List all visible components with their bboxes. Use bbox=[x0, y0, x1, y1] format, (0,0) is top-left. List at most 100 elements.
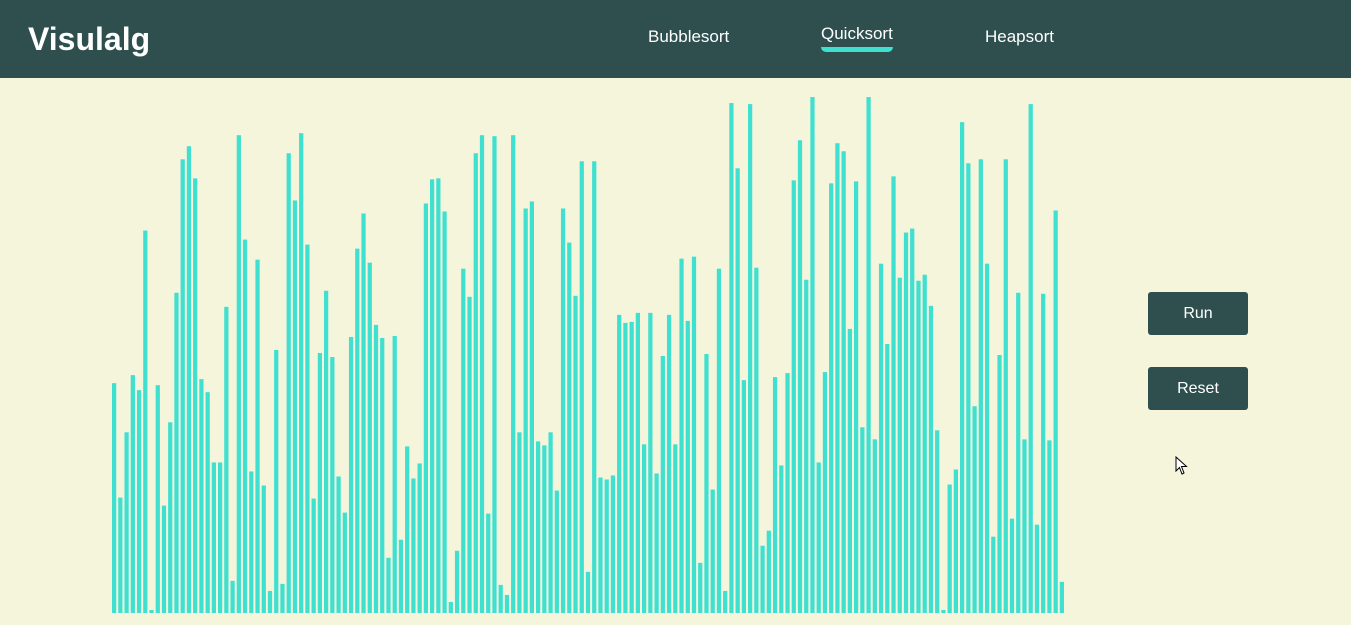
array-bar bbox=[517, 432, 522, 613]
array-bar bbox=[860, 427, 865, 613]
array-bar bbox=[704, 354, 709, 613]
reset-button[interactable]: Reset bbox=[1148, 367, 1248, 410]
array-bar bbox=[242, 239, 248, 613]
array-bar bbox=[679, 258, 684, 613]
array-bar bbox=[355, 248, 360, 613]
array-bar bbox=[804, 279, 809, 613]
array-bar bbox=[1003, 159, 1008, 613]
array-bar bbox=[292, 200, 298, 613]
array-bar bbox=[324, 290, 329, 613]
array-bar bbox=[373, 324, 379, 613]
array-bar bbox=[342, 512, 347, 613]
array-bar bbox=[317, 353, 322, 613]
array-bar bbox=[666, 314, 672, 613]
array-bar bbox=[610, 475, 616, 613]
array-bar bbox=[903, 232, 909, 613]
array-bar bbox=[423, 203, 428, 613]
array-bar bbox=[261, 485, 266, 613]
array-bar bbox=[536, 441, 541, 613]
array-bar bbox=[772, 377, 778, 613]
array-bar bbox=[635, 312, 640, 613]
array-bar bbox=[960, 122, 965, 613]
array-bar bbox=[498, 584, 503, 613]
array-bar bbox=[735, 168, 740, 613]
array-bar bbox=[760, 545, 765, 613]
array-bar bbox=[910, 228, 915, 614]
array-bar bbox=[473, 153, 478, 613]
run-button[interactable]: Run bbox=[1148, 292, 1248, 335]
array-bar bbox=[972, 406, 977, 613]
array-bar bbox=[149, 609, 154, 613]
array-bar bbox=[829, 183, 834, 613]
array-bar bbox=[648, 312, 653, 613]
array-bar bbox=[1041, 293, 1046, 613]
array-bar bbox=[748, 104, 753, 613]
array-bar bbox=[754, 267, 759, 613]
array-bar bbox=[978, 159, 983, 613]
array-bar bbox=[417, 463, 422, 613]
array-bar bbox=[542, 445, 547, 613]
array-bar bbox=[953, 469, 958, 613]
array-bar bbox=[623, 322, 628, 613]
array-bar bbox=[236, 135, 241, 613]
array-bar bbox=[286, 153, 291, 613]
array-bar bbox=[897, 277, 902, 613]
array-bar bbox=[947, 484, 952, 613]
array-bar bbox=[448, 601, 453, 613]
array-bar bbox=[847, 328, 852, 613]
nav-heapsort[interactable]: Heapsort bbox=[985, 27, 1054, 47]
array-bar bbox=[112, 383, 117, 613]
array-bar bbox=[311, 498, 316, 613]
nav-bubblesort[interactable]: Bubblesort bbox=[648, 27, 729, 47]
array-bar bbox=[854, 181, 859, 614]
app-logo[interactable]: Visulalg bbox=[28, 21, 151, 57]
array-bar bbox=[984, 263, 990, 613]
array-bar bbox=[267, 590, 273, 613]
array-bar bbox=[405, 446, 410, 613]
array-bar bbox=[617, 314, 622, 613]
array-bar bbox=[866, 97, 871, 614]
array-bar bbox=[592, 161, 597, 613]
array-bar bbox=[180, 159, 185, 613]
array-bar bbox=[299, 133, 304, 613]
array-bar bbox=[280, 583, 285, 613]
array-bar bbox=[548, 432, 553, 613]
array-bar bbox=[941, 609, 946, 613]
array-bar bbox=[143, 230, 148, 614]
array-bar bbox=[922, 274, 927, 613]
array-bar bbox=[604, 479, 609, 613]
array-bar bbox=[255, 259, 260, 613]
array-bar bbox=[885, 343, 890, 613]
array-bar bbox=[673, 444, 678, 613]
array-bar bbox=[330, 357, 335, 613]
array-bar bbox=[367, 262, 372, 613]
nav-quicksort[interactable]: Quicksort bbox=[821, 24, 893, 52]
array-bar bbox=[1047, 440, 1052, 613]
array-bar bbox=[766, 530, 771, 613]
array-bar bbox=[878, 263, 884, 613]
nav-heapsort-label: Heapsort bbox=[985, 27, 1054, 46]
array-bar bbox=[966, 163, 971, 613]
array-bar bbox=[1059, 581, 1064, 613]
array-bar bbox=[136, 390, 142, 613]
array-bar bbox=[1009, 518, 1015, 613]
array-bar bbox=[585, 571, 591, 613]
array-bar bbox=[710, 489, 715, 613]
array-bar bbox=[511, 135, 516, 613]
array-bar bbox=[642, 444, 647, 613]
array-bar bbox=[361, 213, 366, 614]
array-bar bbox=[461, 268, 466, 613]
array-bar bbox=[698, 562, 703, 613]
array-bar bbox=[729, 103, 734, 613]
array-bar bbox=[928, 305, 934, 613]
array-bar bbox=[1028, 104, 1033, 613]
array-bar bbox=[230, 580, 235, 613]
array-bar bbox=[573, 295, 578, 613]
array-bar bbox=[224, 306, 229, 613]
array-bar bbox=[654, 473, 659, 613]
array-bar bbox=[554, 490, 559, 613]
array-bar bbox=[660, 356, 665, 613]
array-bar bbox=[567, 242, 572, 613]
array-bar bbox=[130, 375, 135, 613]
array-bar bbox=[916, 280, 921, 613]
